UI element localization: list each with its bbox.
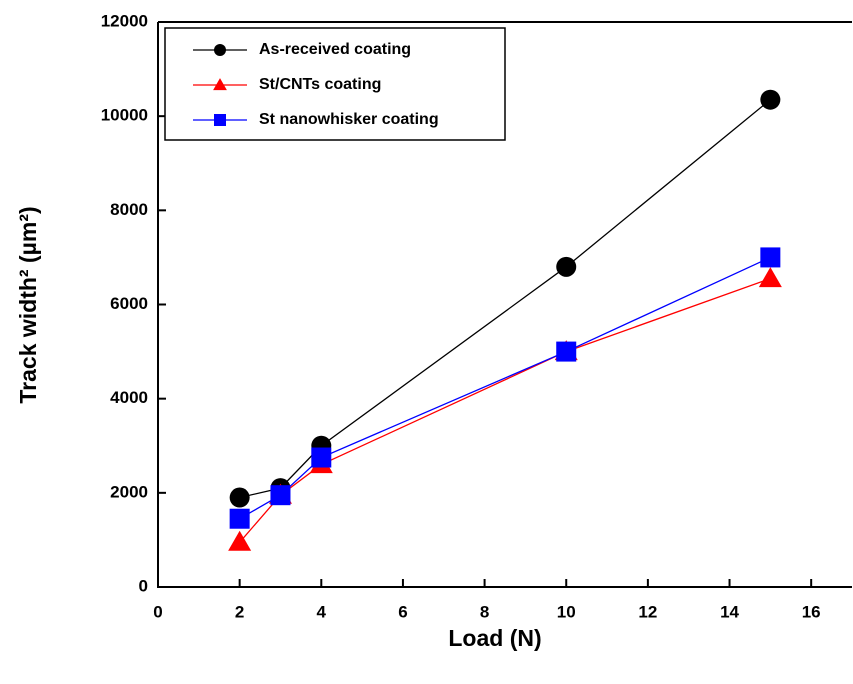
y-tick-label: 4000 — [110, 388, 148, 407]
data-point — [311, 447, 332, 468]
x-tick-label: 4 — [317, 602, 327, 621]
legend-label: As-received coating — [259, 41, 411, 58]
x-tick-label: 0 — [153, 602, 162, 621]
data-point — [556, 341, 577, 362]
x-tick-label: 2 — [235, 602, 244, 621]
y-tick-label: 10000 — [101, 106, 148, 125]
x-tick-label: 10 — [557, 602, 576, 621]
x-tick-label: 14 — [720, 602, 739, 621]
data-point — [760, 247, 781, 268]
legend-marker — [213, 78, 227, 91]
y-axis-title: Track width² (µm²) — [15, 206, 41, 403]
x-axis-title: Load (N) — [448, 625, 541, 651]
y-tick-label: 0 — [139, 576, 148, 595]
data-point — [229, 508, 250, 529]
y-tick-label: 8000 — [110, 200, 148, 219]
data-point — [760, 89, 781, 110]
data-point — [758, 267, 782, 288]
x-tick-label: 6 — [398, 602, 407, 621]
x-tick-label: 12 — [638, 602, 657, 621]
x-tick-label: 8 — [480, 602, 489, 621]
legend-marker — [214, 44, 226, 56]
legend-label: St/CNTs coating — [259, 76, 381, 93]
data-point — [270, 485, 291, 506]
legend-label: St nanowhisker coating — [259, 111, 439, 128]
data-point — [229, 487, 250, 508]
y-tick-label: 2000 — [110, 482, 148, 501]
series-line — [239, 256, 771, 520]
series-line — [239, 277, 771, 543]
data-point — [556, 256, 577, 277]
x-tick-label: 16 — [802, 602, 821, 621]
y-tick-label: 12000 — [101, 11, 148, 30]
legend-marker — [214, 114, 226, 126]
data-point — [228, 530, 252, 551]
y-tick-label: 6000 — [110, 294, 148, 313]
